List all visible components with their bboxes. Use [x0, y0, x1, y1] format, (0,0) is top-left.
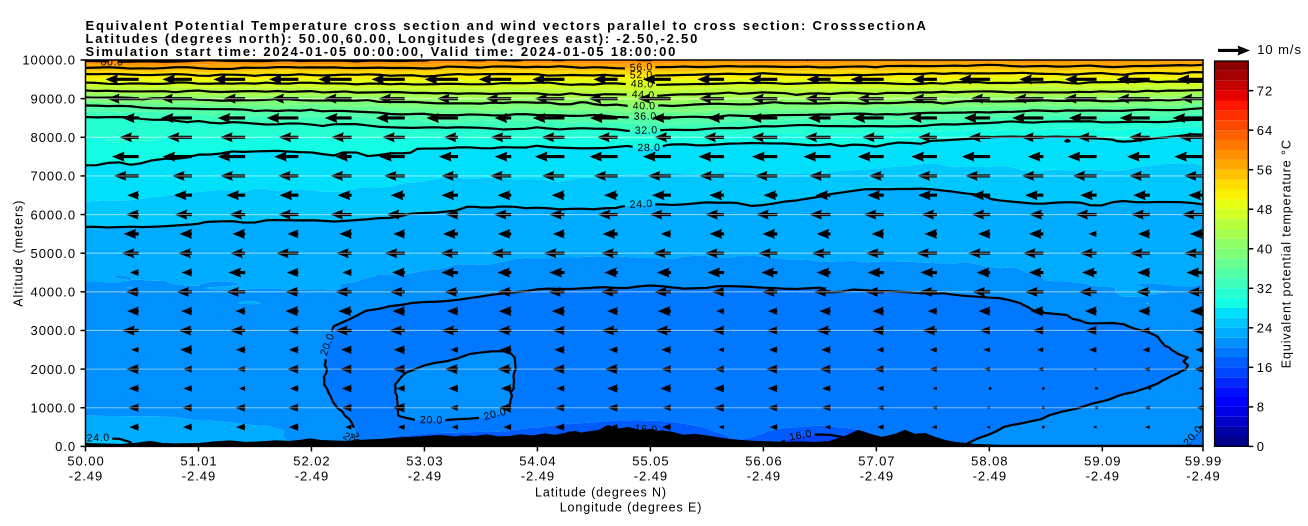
svg-text:59.99: 59.99 — [1185, 453, 1222, 468]
svg-text:Longitude (degrees E): Longitude (degrees E) — [560, 501, 703, 515]
svg-text:-2.49: -2.49 — [973, 468, 1007, 483]
svg-text:40: 40 — [1257, 241, 1273, 256]
svg-text:24: 24 — [1257, 321, 1273, 336]
svg-text:Altitude (meters): Altitude (meters) — [11, 200, 25, 307]
svg-text:-2.49: -2.49 — [1086, 468, 1120, 483]
svg-text:51.01: 51.01 — [180, 453, 217, 468]
svg-text:2000.0: 2000.0 — [31, 362, 76, 377]
svg-text:20.0: 20.0 — [483, 406, 508, 423]
svg-text:16.0: 16.0 — [839, 434, 863, 448]
svg-text:32: 32 — [1257, 281, 1273, 296]
svg-text:-2.49: -2.49 — [182, 468, 216, 483]
svg-text:8000.0: 8000.0 — [31, 130, 76, 145]
svg-text:-2.49: -2.49 — [747, 468, 781, 483]
svg-text:57.07: 57.07 — [858, 453, 895, 468]
svg-text:64: 64 — [1257, 123, 1273, 138]
svg-text:-2.49: -2.49 — [69, 468, 103, 483]
svg-text:16: 16 — [1257, 360, 1273, 375]
svg-text:20.0: 20.0 — [420, 414, 443, 426]
svg-text:60.0: 60.0 — [100, 56, 123, 68]
svg-text:16.0: 16.0 — [788, 428, 813, 444]
svg-text:3000.0: 3000.0 — [31, 323, 76, 338]
svg-text:Equivalent potential temperatu: Equivalent potential temperature °C — [1279, 139, 1293, 368]
svg-text:7000.0: 7000.0 — [31, 169, 76, 184]
svg-text:72: 72 — [1257, 83, 1273, 98]
svg-text:4000.0: 4000.0 — [31, 285, 76, 300]
svg-text:Latitudes (degrees north): 50.: Latitudes (degrees north): 50.00,60.00, … — [86, 31, 700, 46]
svg-text:24.0: 24.0 — [87, 432, 110, 445]
svg-text:Equivalent Potential Temperatu: Equivalent Potential Temperature cross s… — [86, 18, 928, 33]
svg-text:-2.49: -2.49 — [295, 468, 329, 483]
svg-text:5000.0: 5000.0 — [31, 246, 76, 261]
svg-text:56.0: 56.0 — [630, 61, 654, 74]
svg-text:24.0: 24.0 — [629, 198, 653, 211]
svg-text:28.0: 28.0 — [637, 142, 660, 154]
svg-text:1000.0: 1000.0 — [31, 400, 76, 415]
svg-text:10 m/s: 10 m/s — [1257, 42, 1302, 57]
svg-text:54.04: 54.04 — [519, 453, 556, 468]
svg-text:0: 0 — [1257, 439, 1264, 454]
svg-text:-2.49: -2.49 — [408, 468, 442, 483]
svg-text:Latitude (degrees N): Latitude (degrees N) — [535, 486, 667, 500]
svg-text:48: 48 — [1257, 202, 1273, 217]
svg-text:Simulation start time: 2024-01: Simulation start time: 2024-01-05 00:00:… — [86, 44, 678, 59]
svg-text:59.09: 59.09 — [1084, 453, 1121, 468]
svg-text:50.00: 50.00 — [67, 453, 104, 468]
svg-text:9000.0: 9000.0 — [31, 91, 76, 106]
svg-text:8: 8 — [1257, 400, 1264, 415]
svg-text:-2.49: -2.49 — [521, 468, 555, 483]
svg-text:58.08: 58.08 — [971, 453, 1008, 468]
svg-text:40.0: 40.0 — [633, 100, 656, 112]
svg-text:-2.49: -2.49 — [634, 468, 668, 483]
svg-text:36.0: 36.0 — [634, 111, 657, 123]
svg-text:-2.49: -2.49 — [1186, 468, 1220, 483]
svg-text:56: 56 — [1257, 162, 1273, 177]
svg-text:10000.0: 10000.0 — [22, 53, 76, 68]
svg-text:53.03: 53.03 — [406, 453, 443, 468]
svg-text:55.05: 55.05 — [632, 453, 669, 468]
svg-text:0.0: 0.0 — [55, 439, 76, 454]
svg-text:6000.0: 6000.0 — [31, 207, 76, 222]
svg-text:20.0: 20.0 — [397, 434, 422, 451]
svg-text:-2.49: -2.49 — [860, 468, 894, 483]
svg-text:56.06: 56.06 — [745, 453, 782, 468]
svg-text:20.0: 20.0 — [444, 436, 468, 451]
svg-text:52.02: 52.02 — [293, 453, 330, 468]
svg-text:32.0: 32.0 — [635, 124, 658, 136]
